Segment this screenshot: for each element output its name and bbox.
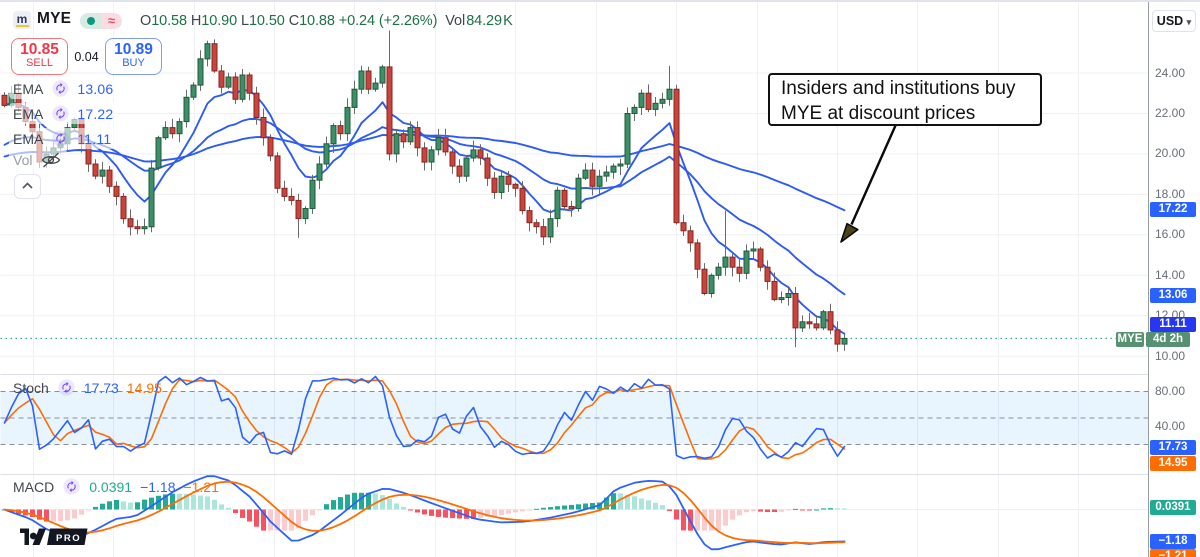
svg-text:PRO: PRO	[56, 533, 81, 544]
